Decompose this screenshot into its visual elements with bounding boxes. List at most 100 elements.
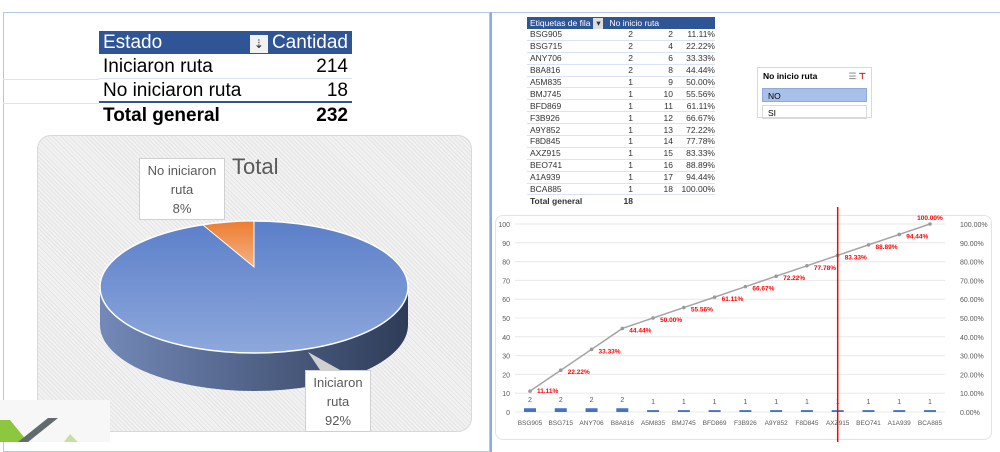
- line-point: [682, 305, 686, 310]
- pivot-row: B8A816 2 8 44.44%: [527, 65, 715, 77]
- total-value: 18: [623, 196, 633, 207]
- x-tick-label: BSG715: [548, 420, 573, 427]
- pivot-cell: 1: [628, 124, 633, 135]
- pivot-cell: 33.33%: [686, 53, 715, 64]
- bar-value-label: 2: [620, 397, 624, 404]
- line-point: [774, 274, 778, 279]
- pivot-cell: 2: [628, 53, 633, 64]
- x-tick-label: F8D845: [795, 420, 819, 427]
- header-estado: Estado: [103, 31, 163, 53]
- pivot-cell: 83.33%: [686, 148, 715, 159]
- slicer-item-no[interactable]: NO: [762, 88, 867, 102]
- label-leader: [308, 352, 340, 370]
- pivot-cell: 9: [668, 77, 673, 87]
- bar: [647, 410, 660, 412]
- sort-icon[interactable]: ⇣: [249, 34, 268, 53]
- pivot-cell: 61.11%: [686, 100, 715, 111]
- x-tick-label: ANY706: [579, 420, 604, 427]
- pivot-cell: F3B926: [530, 112, 560, 123]
- x-tick-label: A1A939: [888, 420, 912, 427]
- slicer-item-si[interactable]: SI: [762, 105, 867, 119]
- header-no-inicio: No inicio ruta: [609, 18, 660, 28]
- clear-filter-icon[interactable]: ⊤: [858, 71, 866, 81]
- bar-value-label: 1: [743, 399, 747, 406]
- pivot-cell: 1: [628, 172, 633, 183]
- pivot-row: BFD869 1 11 61.11%: [527, 100, 715, 113]
- pivot-cell: 22.22%: [686, 41, 715, 52]
- y2-tick-label: 50.00%: [960, 316, 984, 323]
- pivot-cell: 2: [668, 29, 673, 40]
- bar-value-label: 1: [805, 399, 809, 406]
- bar: [893, 410, 906, 412]
- y2-tick-label: 0.00%: [960, 410, 980, 417]
- y2-tick-label: 80.00%: [960, 260, 984, 267]
- row-label: Iniciaron ruta: [103, 56, 213, 77]
- table-row: Iniciaron ruta 214: [99, 56, 352, 79]
- bar: [800, 410, 813, 412]
- pivot-cell: 14: [663, 136, 673, 147]
- line-value-label: 72.22%: [783, 275, 805, 282]
- bar-value-label: 1: [651, 399, 655, 406]
- line-value-label: 33.33%: [599, 348, 621, 355]
- bar-value-label: 1: [867, 399, 871, 406]
- pivot-cell: F8D845: [530, 136, 561, 147]
- pie-label-no-iniciaron: No iniciaron ruta 8%: [139, 158, 225, 220]
- pivot-cell: 1: [628, 88, 633, 99]
- y-tick-label: 10: [502, 391, 510, 398]
- y2-tick-label: 70.00%: [960, 278, 984, 285]
- pivot-cell: 2: [628, 65, 633, 76]
- line-value-label: 50.00%: [660, 317, 682, 324]
- label-name: Iniciaron: [313, 375, 363, 390]
- row-value: 18: [326, 79, 348, 101]
- pareto-chart-area[interactable]: [495, 215, 992, 440]
- y-tick-label: 60: [502, 297, 510, 304]
- pivot-cell: BEO741: [530, 160, 563, 171]
- line-point: [620, 326, 625, 331]
- pivot-row: F3B926 1 12 66.67%: [527, 112, 715, 125]
- bar: [524, 408, 536, 412]
- total-label: Total general: [530, 196, 583, 207]
- y2-tick-label: 40.00%: [960, 335, 984, 342]
- pie-chart: Total: [99, 154, 409, 391]
- pivot-cell: 13: [663, 124, 673, 135]
- pivot-cell: 1: [628, 148, 633, 159]
- bar: [739, 410, 752, 412]
- pivot-header: Etiquetas de fila ▾ No inicio ruta: [527, 17, 715, 29]
- line-value-label: 83.33%: [845, 254, 867, 261]
- multiselect-icon[interactable]: ☰: [848, 71, 857, 81]
- pivot-cell: 50.00%: [686, 77, 715, 87]
- pivot-total-row: Total general 18: [527, 195, 715, 207]
- pivot-cell: 12: [663, 112, 673, 123]
- x-tick-label: BEO741: [856, 420, 881, 427]
- pie-slice-no-iniciaron[interactable]: [201, 220, 255, 269]
- header-cantidad: Cantidad: [271, 31, 348, 53]
- bar-value-label: 1: [897, 399, 901, 406]
- line-point: [805, 263, 809, 268]
- table-row: No iniciaron ruta 18: [99, 80, 352, 103]
- pivot-cell: 18: [663, 184, 673, 195]
- y2-tick-label: 60.00%: [960, 297, 984, 304]
- total-label: Total general: [103, 104, 220, 126]
- pivot-row: BEO741 1 16 88.89%: [527, 160, 715, 172]
- pivot-row: BCA885 1 18 100.00%: [527, 184, 715, 196]
- line-value-label: 55.56%: [691, 307, 713, 314]
- pareto-chart: 0 0.00% 10 10.00% 20 20.00% 30 30.00% 40 40.00% 50…: [498, 207, 988, 442]
- bar-value-label: 2: [590, 397, 594, 404]
- y-tick-label: 40: [502, 335, 510, 342]
- summary-table-header: Estado ⇣ Cantidad: [99, 31, 352, 54]
- pivot-cell: 8: [668, 65, 673, 76]
- pivot-row: BMJ745 1 10 55.56%: [527, 88, 715, 101]
- pivot-cell: 1: [628, 112, 633, 123]
- pivot-cell: 44.44%: [686, 65, 715, 76]
- line-point: [651, 316, 655, 320]
- pivot-table: Etiquetas de fila ▾ No inicio ruta BSG90…: [527, 17, 715, 207]
- x-tick-label: BSG905: [518, 420, 543, 427]
- pivot-cell: 72.22%: [686, 124, 715, 135]
- pivot-cell: 1: [628, 77, 633, 87]
- filter-icon[interactable]: ▾: [593, 17, 604, 29]
- pivot-cell: 17: [663, 172, 673, 183]
- line-value-label: 77.78%: [814, 265, 836, 272]
- line-point: [589, 347, 594, 352]
- pivot-cell: B8A816: [530, 65, 561, 76]
- pivot-cell: BSG715: [530, 41, 563, 52]
